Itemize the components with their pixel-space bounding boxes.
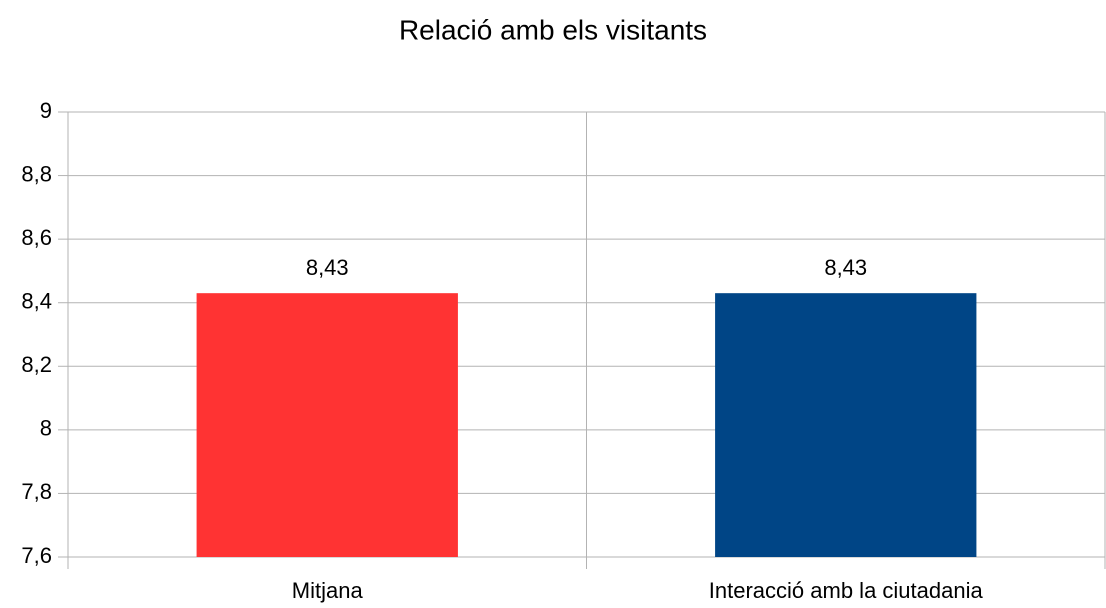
y-tick-label: 8,8 [21,161,52,186]
y-tick-label: 8 [40,416,52,441]
chart-title: Relació amb els visitants [399,14,707,45]
bar [715,293,977,557]
data-label: 8,43 [306,255,349,280]
y-tick-label: 9 [40,98,52,123]
y-tick-label: 8,4 [21,289,52,314]
x-tick-label: Mitjana [292,578,364,603]
data-label: 8,43 [824,255,867,280]
y-tick-label: 8,2 [21,352,52,377]
y-tick-label: 7,8 [21,479,52,504]
bar [196,293,458,557]
y-tick-label: 7,6 [21,543,52,568]
x-tick-label: Interacció amb la ciutadania [709,578,984,603]
y-tick-label: 8,6 [21,225,52,250]
